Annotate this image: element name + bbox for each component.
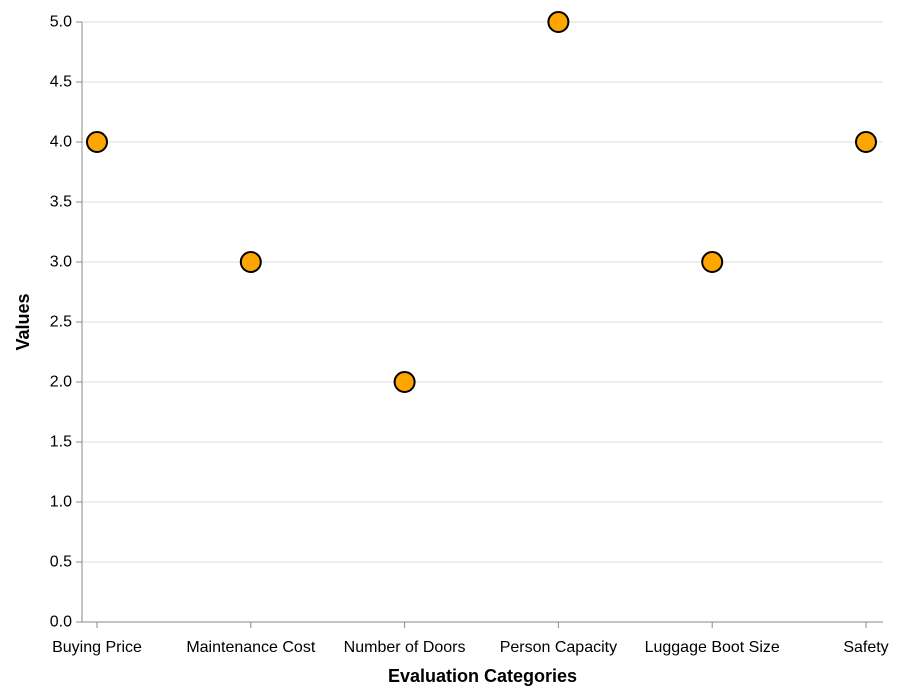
y-tick-label: 1.0 bbox=[50, 494, 72, 511]
data-point bbox=[855, 131, 877, 153]
y-axis-ticks: 0.0 0.5 1.0 1.5 2.0 2.5 3.0 3.5 4.0 4.5 5.0 bbox=[50, 14, 82, 631]
y-tick-label: 4.0 bbox=[50, 134, 72, 151]
y-axis-title: Values bbox=[13, 293, 33, 350]
y-tick-label: 5.0 bbox=[50, 14, 72, 31]
y-tick-label: 3.0 bbox=[50, 254, 72, 271]
data-points bbox=[86, 11, 877, 393]
x-tick-label: Safety bbox=[843, 639, 888, 656]
y-tick-label: 0.5 bbox=[50, 554, 72, 571]
y-tick-label: 2.5 bbox=[50, 314, 72, 331]
x-tick-label: Person Capacity bbox=[500, 639, 617, 656]
data-point bbox=[701, 251, 724, 273]
y-tick-label: 4.5 bbox=[50, 74, 72, 91]
x-tick-label: Luggage Boot Size bbox=[645, 639, 780, 656]
x-axis-ticks: Buying Price Maintenance Cost Number of Do… bbox=[52, 622, 889, 656]
gridlines bbox=[82, 21, 883, 623]
data-point bbox=[393, 371, 416, 393]
y-tick-label: 3.5 bbox=[50, 194, 72, 211]
x-tick-label: Buying Price bbox=[52, 639, 142, 656]
data-point bbox=[86, 131, 108, 153]
y-tick-label: 2.0 bbox=[50, 374, 72, 391]
x-tick-label: Maintenance Cost bbox=[186, 639, 316, 656]
y-tick-label: 0.0 bbox=[50, 614, 72, 631]
data-point bbox=[239, 251, 262, 273]
data-point bbox=[547, 11, 570, 33]
x-axis-title: Evaluation Categories bbox=[388, 666, 577, 686]
y-tick-label: 1.5 bbox=[50, 434, 72, 451]
x-tick-label: Number of Doors bbox=[344, 639, 466, 656]
